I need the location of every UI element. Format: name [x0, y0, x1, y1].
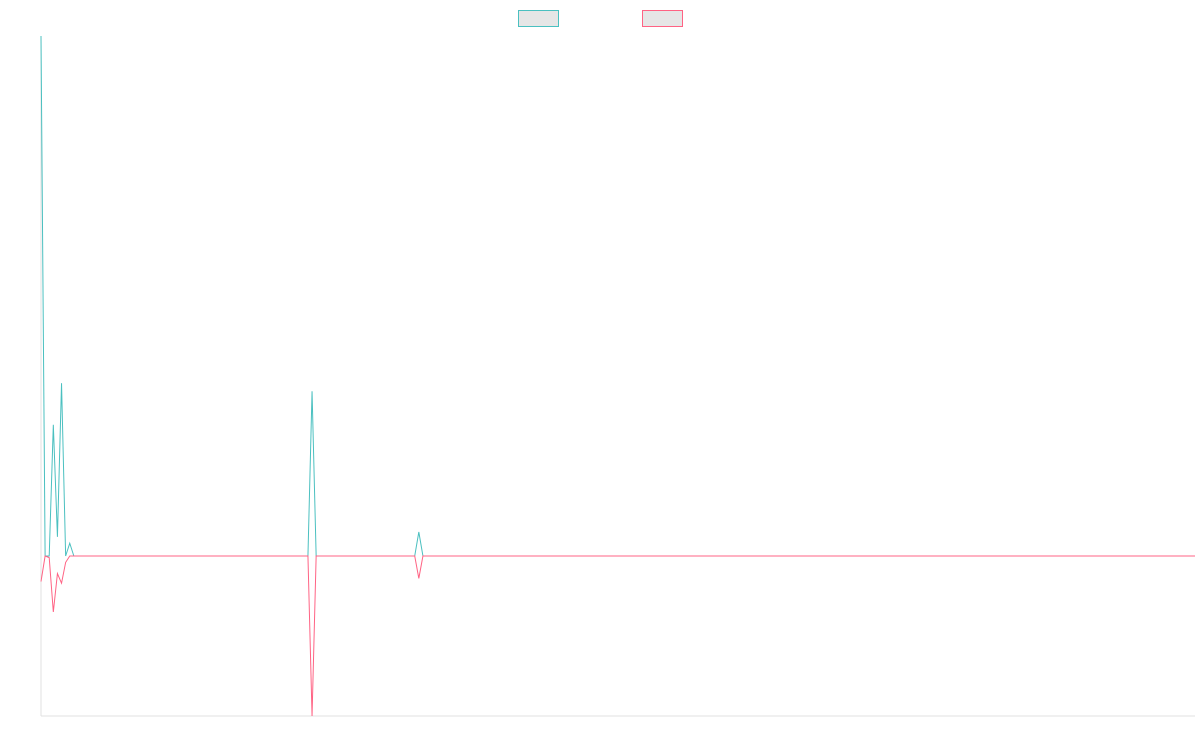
axes — [40, 36, 1195, 717]
legend[interactable] — [518, 10, 683, 27]
series-lines — [40, 35, 1195, 717]
legend-swatch-2[interactable] — [642, 10, 683, 27]
legend-swatch-1[interactable] — [518, 10, 559, 27]
series-line-1 — [40, 35, 1195, 557]
series-line-2 — [40, 555, 1195, 717]
